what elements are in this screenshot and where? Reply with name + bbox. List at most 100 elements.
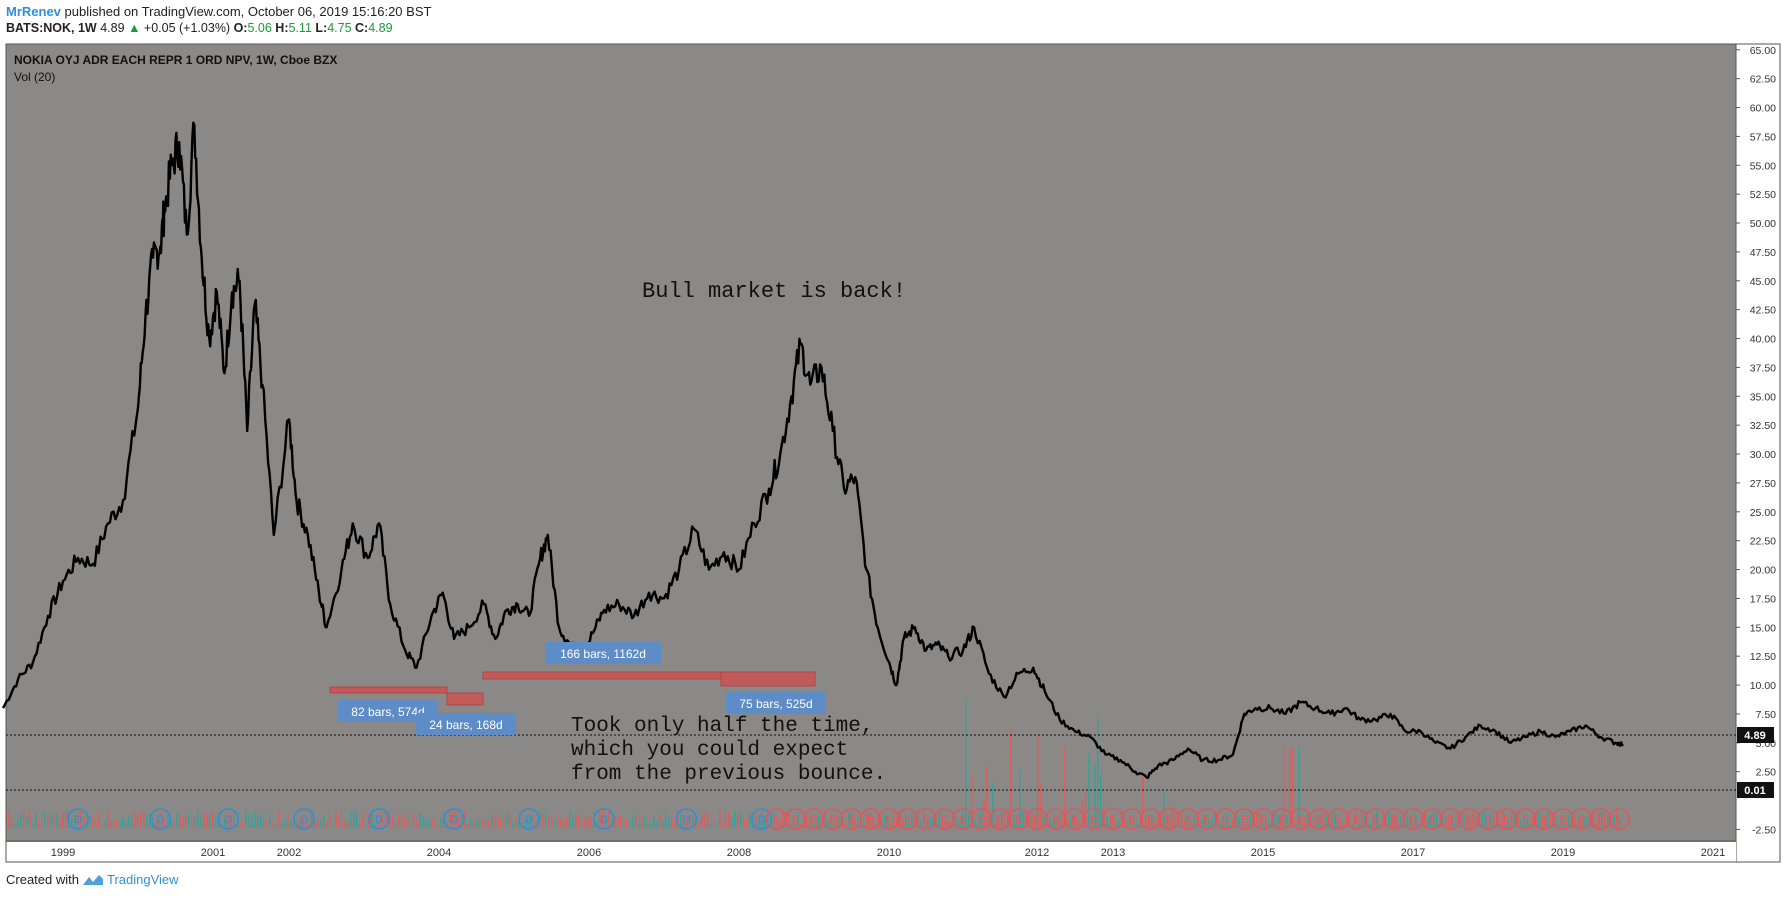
dividend-marker[interactable] [518,808,540,830]
dividend-marker[interactable] [149,808,172,830]
dividend-marker[interactable] [593,808,615,830]
annotation-line-3[interactable]: from the previous bounce. [571,763,886,786]
range-labels: 166 bars, 1162d 82 bars, 574d 24 bars, 1… [338,642,826,735]
earnings-marker[interactable] [1402,808,1424,830]
dividend-marker[interactable] [293,808,315,830]
dividend-marker[interactable] [67,808,89,830]
range-box-166-bars[interactable] [482,671,722,680]
earnings-marker[interactable] [1608,808,1630,830]
earnings-marker[interactable] [1383,808,1405,830]
volume-bar [464,811,466,828]
range-boxes[interactable] [329,671,816,706]
earnings-marker[interactable] [933,808,956,830]
earnings-marker[interactable] [1026,808,1048,830]
earnings-marker[interactable] [1252,808,1274,830]
volume-bar [827,820,829,828]
dividend-marker[interactable] [368,808,390,830]
earnings-marker[interactable] [840,808,863,830]
volume-bar [683,821,685,828]
earnings-marker[interactable] [1589,808,1612,830]
earnings-marker[interactable] [1477,808,1499,830]
earnings-marker-label: E [848,814,855,826]
earnings-marker[interactable] [1045,808,1067,830]
earnings-marker[interactable] [1552,808,1574,830]
annotation-line-1[interactable]: Took only half the time, [571,715,873,738]
earnings-marker[interactable] [1514,808,1537,830]
earnings-marker[interactable] [1571,808,1593,830]
earnings-marker[interactable] [765,808,788,830]
earnings-marker[interactable] [1196,808,1218,830]
dividend-marker[interactable] [750,808,773,830]
volume-bar [1163,790,1165,828]
earnings-marker[interactable] [1102,808,1124,830]
volume-bar [1082,801,1084,828]
volume-bar [452,810,454,828]
earnings-marker[interactable] [1289,808,1312,830]
dividend-marker[interactable] [443,808,465,830]
earnings-marker[interactable] [1308,808,1330,830]
earnings-marker[interactable] [1158,808,1180,830]
earnings-marker-label: E [829,814,836,826]
earnings-marker[interactable] [1421,808,1443,830]
earnings-marker[interactable] [1064,808,1086,830]
volume-bar [845,821,847,828]
earnings-marker[interactable] [1364,808,1387,830]
volume-bar [398,814,400,828]
close-label: C: [355,21,369,35]
earnings-marker[interactable] [915,808,937,830]
earnings-marker[interactable] [784,808,806,830]
y-tick-label: 15.00 [1750,622,1776,634]
volume-bar [1193,814,1195,828]
annotation-line-2[interactable]: which you could expect [571,739,848,762]
volume-bar [35,811,37,828]
earnings-marker[interactable] [970,808,993,830]
volume-bar [797,812,799,828]
range-box-24-bars[interactable] [446,692,484,706]
volume-bar [758,822,760,828]
earnings-marker[interactable] [1121,808,1143,830]
earnings-marker[interactable] [803,808,825,830]
earnings-marker[interactable] [896,808,919,830]
earnings-marker[interactable] [878,808,900,830]
volume-bar [38,821,40,828]
low-label: L: [315,21,328,35]
earnings-marker[interactable] [1533,808,1555,830]
volume-bar [1070,817,1072,828]
earnings-marker[interactable] [989,808,1011,830]
y-tick-label: 2.50 [1756,767,1777,779]
dividend-marker[interactable] [675,808,698,830]
earnings-marker[interactable] [1233,808,1255,830]
volume-bar [746,818,748,828]
volume-bar [1250,811,1252,828]
volume-bar [257,816,259,828]
earnings-marker[interactable] [1139,808,1162,830]
volume-bar [614,815,616,828]
range-box-75-bars[interactable] [720,671,816,687]
earnings-marker[interactable] [1496,808,1518,830]
volume-bar [623,821,625,828]
volume-bar [1415,812,1417,828]
earnings-marker[interactable] [1458,808,1480,830]
range-box-82-bars[interactable] [329,686,448,694]
earnings-marker[interactable] [1214,808,1237,830]
earnings-marker[interactable] [1346,808,1368,830]
volume-bar [995,814,997,828]
author-link[interactable]: MrRenev [6,4,61,19]
volume-bar [932,817,934,828]
earnings-marker[interactable] [859,808,881,830]
earnings-marker[interactable] [1083,808,1105,830]
earnings-marker[interactable] [822,808,844,830]
annotation-bull-market[interactable]: Bull market is back! [642,279,906,304]
earnings-marker[interactable] [1271,808,1293,830]
earnings-marker[interactable] [1007,808,1030,830]
earnings-marker[interactable] [1327,808,1349,830]
earnings-marker[interactable] [952,808,974,830]
earnings-marker[interactable] [1177,808,1199,830]
x-tick-label: 1999 [51,847,75,859]
symbol-label: BATS:NOK, 1W [6,21,97,35]
tradingview-brand-link[interactable]: TradingView [106,872,179,887]
dividend-marker[interactable] [217,808,239,830]
earnings-marker[interactable] [1439,808,1462,830]
